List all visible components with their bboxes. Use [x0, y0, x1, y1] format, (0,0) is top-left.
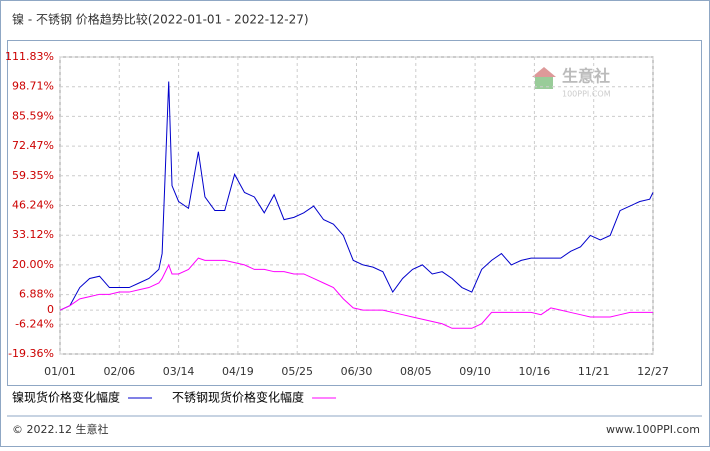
watermark-icon	[532, 67, 556, 77]
y-tick-label: 111.83%	[5, 50, 54, 63]
x-tick-label: 04/19	[222, 365, 254, 378]
footer-copyright: © 2022.12 生意社	[12, 422, 108, 436]
x-tick-label: 05/25	[281, 365, 313, 378]
y-tick-label: 33.12%	[12, 228, 54, 241]
watermark-name: 生意社	[562, 67, 610, 86]
footer-site: www.100PPI.com	[606, 423, 700, 436]
x-tick-label: 12/27	[637, 365, 669, 378]
y-tick-label: 72.47%	[12, 139, 54, 152]
watermark-site: 100PPI.COM	[562, 90, 611, 99]
chart-panel	[7, 40, 702, 386]
x-tick-label: 02/06	[103, 365, 135, 378]
legend-label: 镍现货价格变化幅度	[12, 390, 120, 405]
watermark-icon	[535, 77, 553, 89]
y-tick-label: -6.24%	[15, 317, 54, 330]
y-tick-label: 85.59%	[12, 109, 54, 122]
x-tick-label: 09/10	[459, 365, 491, 378]
y-tick-label: 0	[47, 303, 54, 316]
y-tick-label: 20.00%	[12, 258, 54, 271]
y-tick-label: 46.24%	[12, 198, 54, 211]
x-tick-label: 08/05	[400, 365, 432, 378]
legend-label: 不锈钢现货价格变化幅度	[172, 390, 304, 405]
x-tick-label: 06/30	[341, 365, 373, 378]
watermark: 生意社 100PPI.COM	[532, 67, 611, 99]
y-tick-label: -19.36%	[8, 347, 54, 360]
x-tick-label: 11/21	[578, 365, 610, 378]
y-tick-label: 59.35%	[12, 169, 54, 182]
y-tick-label: 6.88%	[19, 288, 54, 301]
data-line	[59, 257, 653, 329]
y-tick-label: 98.71%	[12, 80, 54, 93]
x-tick-label: 03/14	[163, 365, 195, 378]
x-tick-label: 01/01	[44, 365, 76, 378]
data-line	[59, 81, 654, 311]
chart-title: 镍 - 不锈钢 价格趋势比较(2022-01-01 - 2022-12-27)	[12, 12, 309, 27]
x-tick-label: 10/16	[519, 365, 551, 378]
